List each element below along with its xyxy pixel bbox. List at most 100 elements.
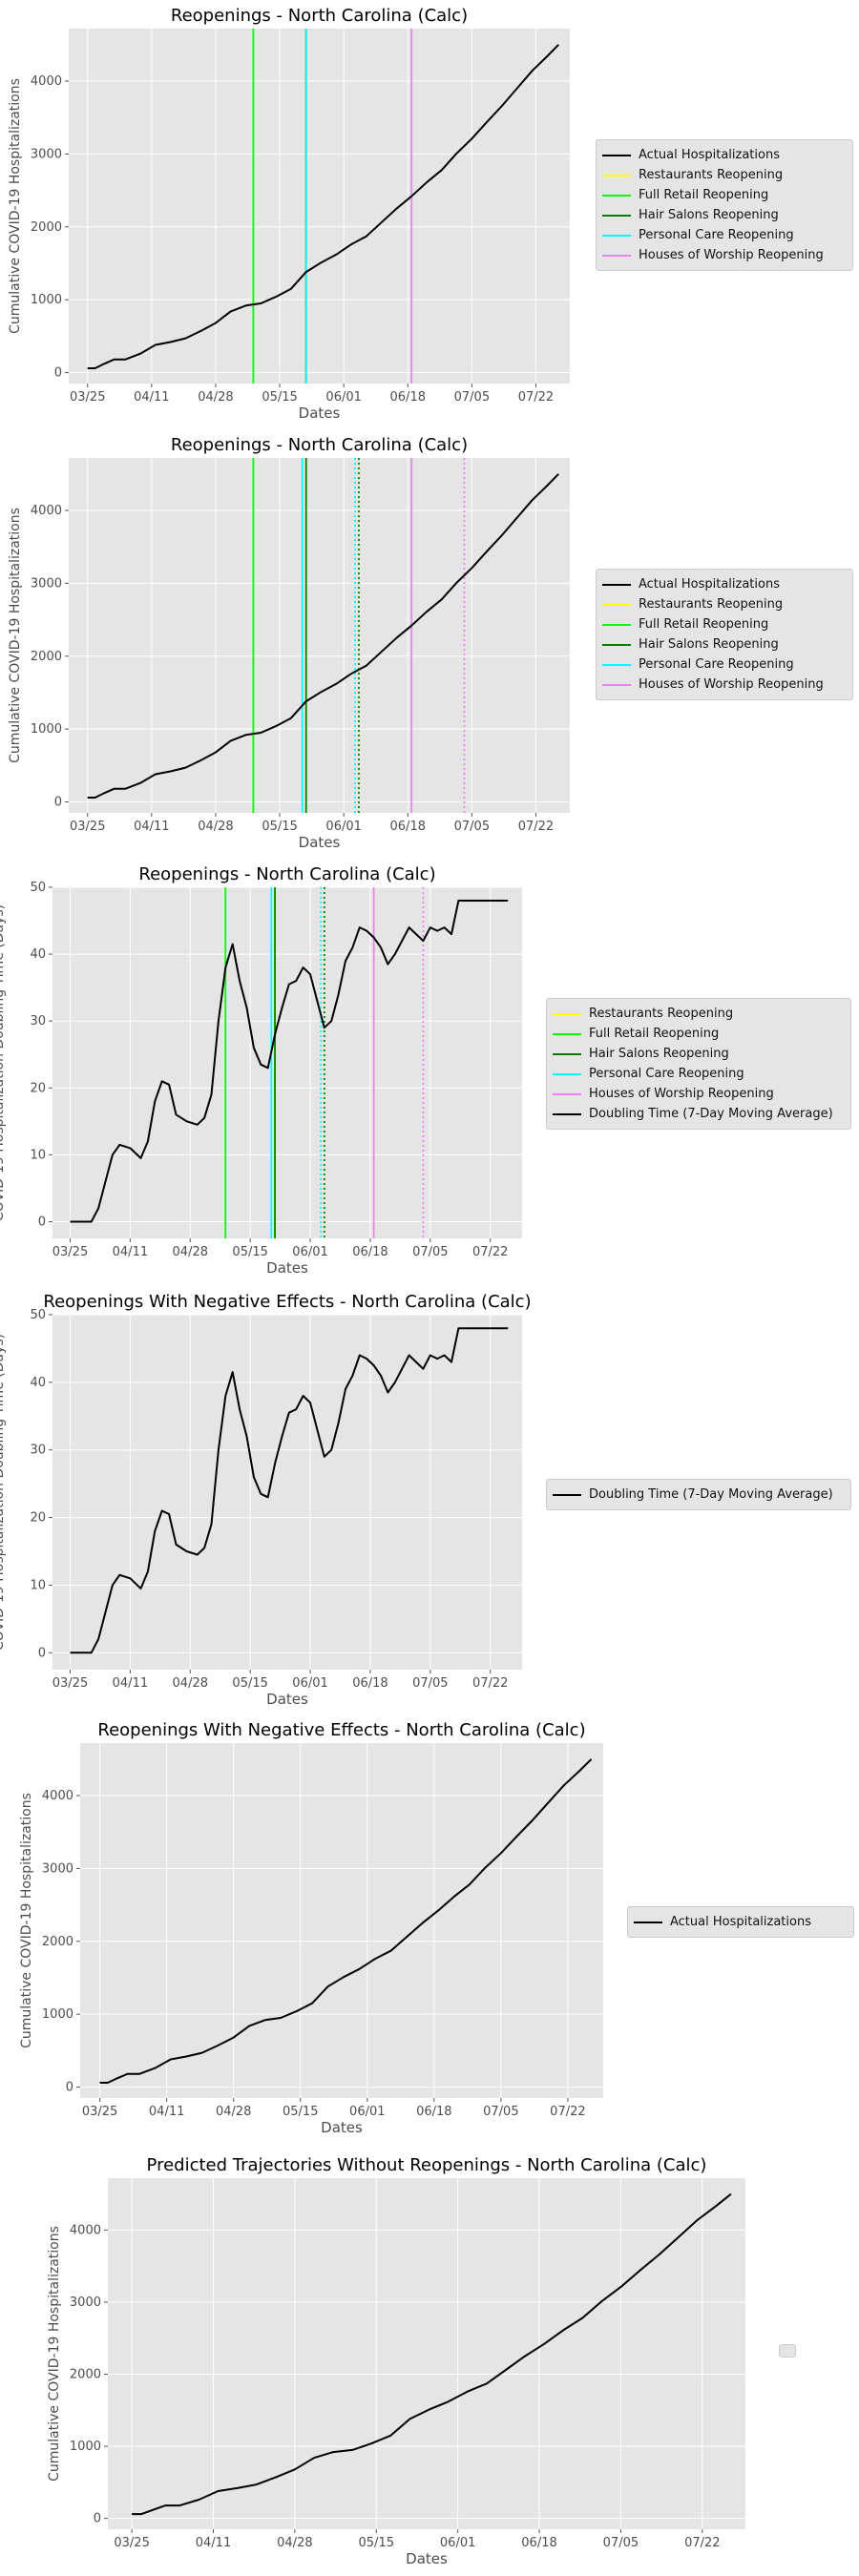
legend-swatch-icon [602,154,631,156]
y-tick-label: 2000 [31,650,62,664]
y-tick-label: 0 [54,366,62,381]
y-tick-label: 50 [30,1308,46,1322]
legend: Doubling Time (7-Day Moving Average) [546,1479,851,1510]
y-tick-label: 0 [94,2512,101,2526]
x-tick-label: 07/22 [472,1676,508,1691]
x-tick-label: 04/28 [198,390,233,405]
x-tick-label: 05/15 [359,2536,394,2550]
x-tick-label: 03/25 [52,1245,88,1259]
legend-entry: Houses of Worship Reopening [553,1084,843,1104]
legend: Actual Hospitalizations Restaurants Reope… [596,139,853,271]
x-tick-label: 07/05 [603,2536,639,2550]
legend-label: Personal Care Reopening [639,657,794,672]
legend-label: Actual Hospitalizations [670,1915,811,1929]
y-tick-label: 20 [30,1081,46,1095]
x-tick-label: 07/05 [412,1676,448,1691]
legend-label: Actual Hospitalizations [639,148,780,162]
x-tick-label: 04/28 [216,2105,251,2119]
legend-swatch-icon [602,174,631,177]
x-tick-label: 07/05 [454,390,490,405]
y-tick-label: 3000 [31,147,62,161]
x-tick-label: 04/28 [173,1245,208,1259]
y-tick-label: 0 [38,1215,46,1229]
y-tick-label: 40 [30,1376,46,1390]
y-tick-label: 2000 [31,220,62,235]
x-tick-label: 07/22 [518,390,554,405]
x-axis-label: Dates [321,2119,363,2136]
x-tick-label: 03/25 [82,2105,117,2119]
x-tick-label: 03/25 [70,820,105,834]
legend-swatch-icon [634,1921,662,1923]
legend-label: Hair Salons Reopening [639,208,779,222]
legend-swatch-icon [553,1052,581,1055]
y-axis-label: Cumulative COVID-19 Hospitalizations [8,508,23,763]
x-tick-label: 03/25 [70,390,105,405]
legend-swatch-icon [602,643,631,646]
x-tick-label: 04/11 [196,2536,231,2550]
plot-area [69,458,570,813]
y-tick-label: 3000 [31,576,62,591]
chart-title: Reopenings - North Carolina (Calc) [171,435,468,455]
x-tick-label: 04/11 [149,2105,184,2119]
series-line [70,1327,509,1654]
legend-label: Restaurants Reopening [639,597,784,612]
y-tick-label: 30 [30,1014,46,1028]
chart-title: Reopenings With Negative Effects - North… [97,1720,585,1740]
legend-label: Doubling Time (7-Day Moving Average) [589,1487,833,1502]
legend-entry: Doubling Time (7-Day Moving Average) [553,1485,843,1505]
y-tick-label: 40 [30,947,46,962]
legend-label: Restaurants Reopening [639,168,784,182]
legend: Restaurants Reopening Full Retail Reopeni… [546,998,851,1130]
legend-swatch-icon [602,214,631,217]
chart-panel: 03/25 04/11 04/28 05/15 06/01 06/18 07/05 07/22… [8,6,570,422]
chart-panel: 03/25 04/11 04/28 05/15 06/01 06/18 07/05 07/22… [8,435,570,851]
x-tick-label: 05/15 [283,2105,318,2119]
x-tick-label: 06/18 [416,2105,451,2119]
legend-swatch-icon [553,1112,581,1115]
x-tick-label: 06/01 [292,1245,327,1259]
plot-area [108,2178,745,2529]
y-axis-label: Cumulative COVID-19 Hospitalizations [47,2226,62,2482]
legend-label: Personal Care Reopening [639,228,794,242]
chart-title: Reopenings - North Carolina (Calc) [171,6,468,26]
legend-label: Full Retail Reopening [639,617,769,632]
legend-label: Hair Salons Reopening [589,1047,729,1061]
x-tick-label: 06/01 [292,1676,327,1691]
legend-label: Full Retail Reopening [589,1027,720,1041]
y-tick-label: 1000 [42,2007,73,2022]
legend-entry: Restaurants Reopening [553,1004,843,1024]
x-tick-label: 06/01 [349,2105,385,2119]
x-tick-label: 07/22 [550,2105,585,2119]
y-tick-label: 1000 [70,2440,101,2454]
legend-swatch-icon [602,583,631,586]
x-tick-label: 07/22 [472,1245,508,1259]
plot-area [52,1315,522,1670]
legend-entry: Full Retail Reopening [602,614,845,634]
chart-panel: 03/25 04/11 04/28 05/15 06/01 06/18 07/05 07/22… [0,1292,532,1708]
x-tick-label: 05/15 [232,1245,267,1259]
legend-swatch-icon [553,1032,581,1035]
legend-entry: Personal Care Reopening [602,654,845,675]
legend-entry: Restaurants Reopening [602,165,845,185]
legend-swatch-icon [553,1012,581,1015]
x-tick-label: 07/22 [518,820,554,834]
x-tick-label: 06/01 [325,820,361,834]
legend-label: Hair Salons Reopening [639,637,779,652]
legend-entry: Houses of Worship Reopening [602,245,845,265]
legend-label: Restaurants Reopening [589,1007,734,1021]
x-tick-label: 03/25 [52,1676,88,1691]
y-tick-label: 0 [54,796,62,810]
series-line [99,1758,593,2084]
legend-entry: Actual Hospitalizations [602,574,845,594]
series-line [70,900,509,1223]
x-tick-label: 04/11 [134,820,169,834]
y-tick-label: 4000 [70,2223,101,2237]
y-tick-label: 0 [38,1646,46,1660]
legend-swatch-icon [602,663,631,666]
legend: Actual Hospitalizations Restaurants Reope… [596,569,853,700]
plot-area [80,1743,603,2098]
y-tick-label: 2000 [70,2368,101,2382]
x-tick-label: 04/28 [198,820,233,834]
legend-swatch-icon [553,1493,581,1496]
